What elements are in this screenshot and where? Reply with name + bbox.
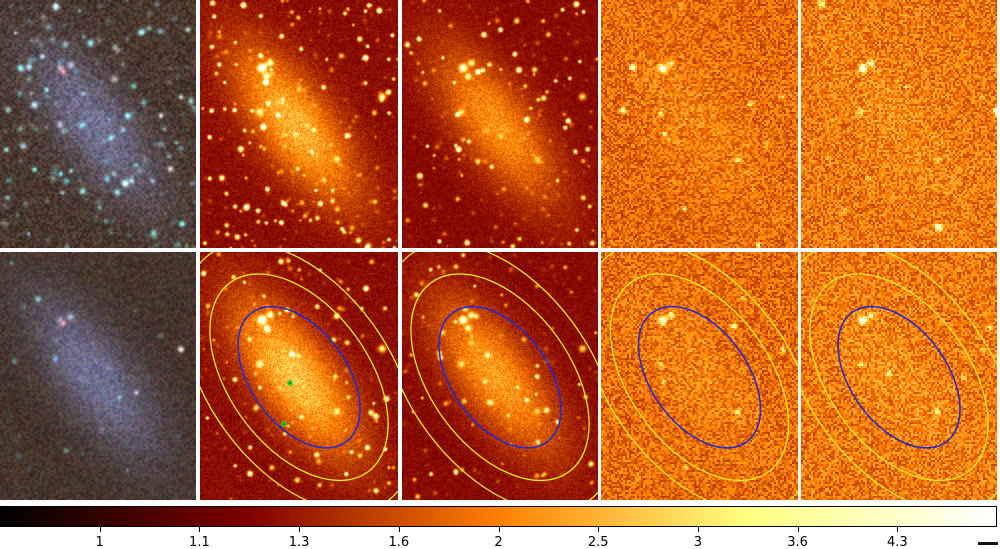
colorbar-tick-label: 2.5	[587, 535, 609, 549]
colorbar-tick	[99, 527, 101, 532]
panel-r0c3-canvas	[601, 0, 798, 248]
colorbar-tick-label: 4.3	[886, 535, 908, 549]
panel-r0c4-heat-image-panel	[801, 0, 997, 248]
colorbar: 1 1.1 1.3 1.6 2 2.5 3 3.6 4.3	[0, 506, 997, 549]
panel-r1c0-canvas	[0, 252, 196, 500]
panel-r0c1-heat-image-panel	[200, 0, 398, 248]
panel-r0c0-canvas	[0, 0, 196, 248]
colorbar-tick-label: 3.6	[787, 535, 808, 549]
colorbar-tick-label: 1.3	[288, 535, 310, 549]
colorbar-tick	[398, 527, 400, 532]
panel-r1c0-rgb-image-panel	[0, 252, 196, 500]
colorbar-tick	[199, 527, 201, 532]
colorbar-tick-label: 2	[494, 535, 503, 549]
panel-r0c0-rgb-image-panel	[0, 0, 196, 248]
panel-r0c1-canvas	[200, 0, 398, 248]
colorbar-tick	[598, 527, 600, 532]
panel-r1c2-heat-image-panel	[402, 252, 598, 500]
panel-r0c4-canvas	[801, 0, 997, 248]
panel-r1c1-heat-image-panel	[200, 252, 398, 500]
panel-r1c2-canvas	[402, 252, 598, 500]
colorbar-tick-label: 3	[693, 535, 703, 549]
panel-r1c4-heat-image-panel	[801, 252, 997, 500]
colorbar-tick-label: 1.6	[388, 535, 410, 549]
colorbar-tick-label: 1	[95, 535, 104, 549]
panel-r1c4-canvas	[801, 252, 997, 500]
colorbar-tick	[299, 527, 301, 532]
panel-r1c3-canvas	[601, 252, 798, 500]
colorbar-gradient	[0, 506, 997, 527]
colorbar-tick-label: 1.1	[189, 535, 210, 549]
panel-r0c2-canvas	[402, 0, 598, 248]
colorbar-tick	[697, 527, 699, 532]
stray-mark	[978, 542, 998, 545]
colorbar-tick	[897, 527, 899, 532]
colorbar-tick	[797, 527, 799, 532]
panel-r0c2-heat-image-panel	[402, 0, 598, 248]
panel-r1c1-canvas	[200, 252, 398, 500]
panel-r1c3-heat-image-panel	[601, 252, 798, 500]
panel-r0c3-heat-image-panel	[601, 0, 798, 248]
colorbar-tick	[498, 527, 500, 532]
